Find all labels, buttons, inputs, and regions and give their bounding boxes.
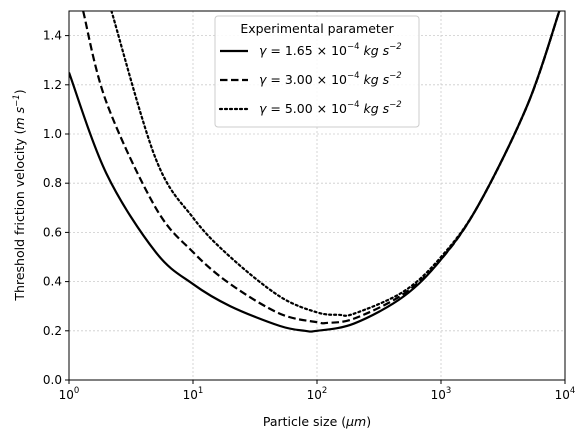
legend-label: γ = 5.00 × 10−4 kg s−2 [259, 100, 402, 116]
x-tick-label: 103 [431, 386, 452, 402]
series-line-dotted [110, 11, 561, 317]
y-axis-label: Threshold friction velocity (m s−1) [12, 89, 27, 301]
y-tick-label: 0.8 [43, 176, 62, 190]
y-tick-label: 1.2 [43, 78, 62, 92]
y-tick-label: 1.4 [43, 29, 62, 43]
legend-box [214, 15, 420, 128]
y-tick-label: 1.0 [43, 127, 62, 141]
legend-label: γ = 3.00 × 10−4 kg s−2 [259, 71, 402, 87]
legend-entries: γ = 1.65 × 10−4 kg s−2 γ = 3.00 × 10−4 kg… [218, 42, 402, 116]
y-tick-label: 0.0 [43, 373, 62, 387]
x-tick-label: 100 [59, 386, 80, 402]
x-tick-label: 102 [307, 386, 328, 402]
legend-label: γ = 1.65 × 10−4 kg s−2 [259, 42, 402, 58]
axis-ticks: 100 101 102 103 104 0.0 0.2 0.4 0.6 0.8 1.0 1.2 1.4 [43, 29, 575, 402]
y-tick-label: 0.6 [43, 225, 62, 239]
legend: Experimental parameter γ = 1.65 × 10−4 k… [214, 15, 420, 128]
legend-title: Experimental parameter [240, 21, 394, 36]
y-tick-label: 0.2 [43, 324, 62, 338]
x-tick-label: 101 [183, 386, 204, 402]
y-tick-label: 0.4 [43, 275, 62, 289]
series-lines [69, 11, 561, 333]
x-axis-label: Particle size (μm) [263, 414, 371, 429]
x-tick-label: 104 [555, 386, 576, 402]
